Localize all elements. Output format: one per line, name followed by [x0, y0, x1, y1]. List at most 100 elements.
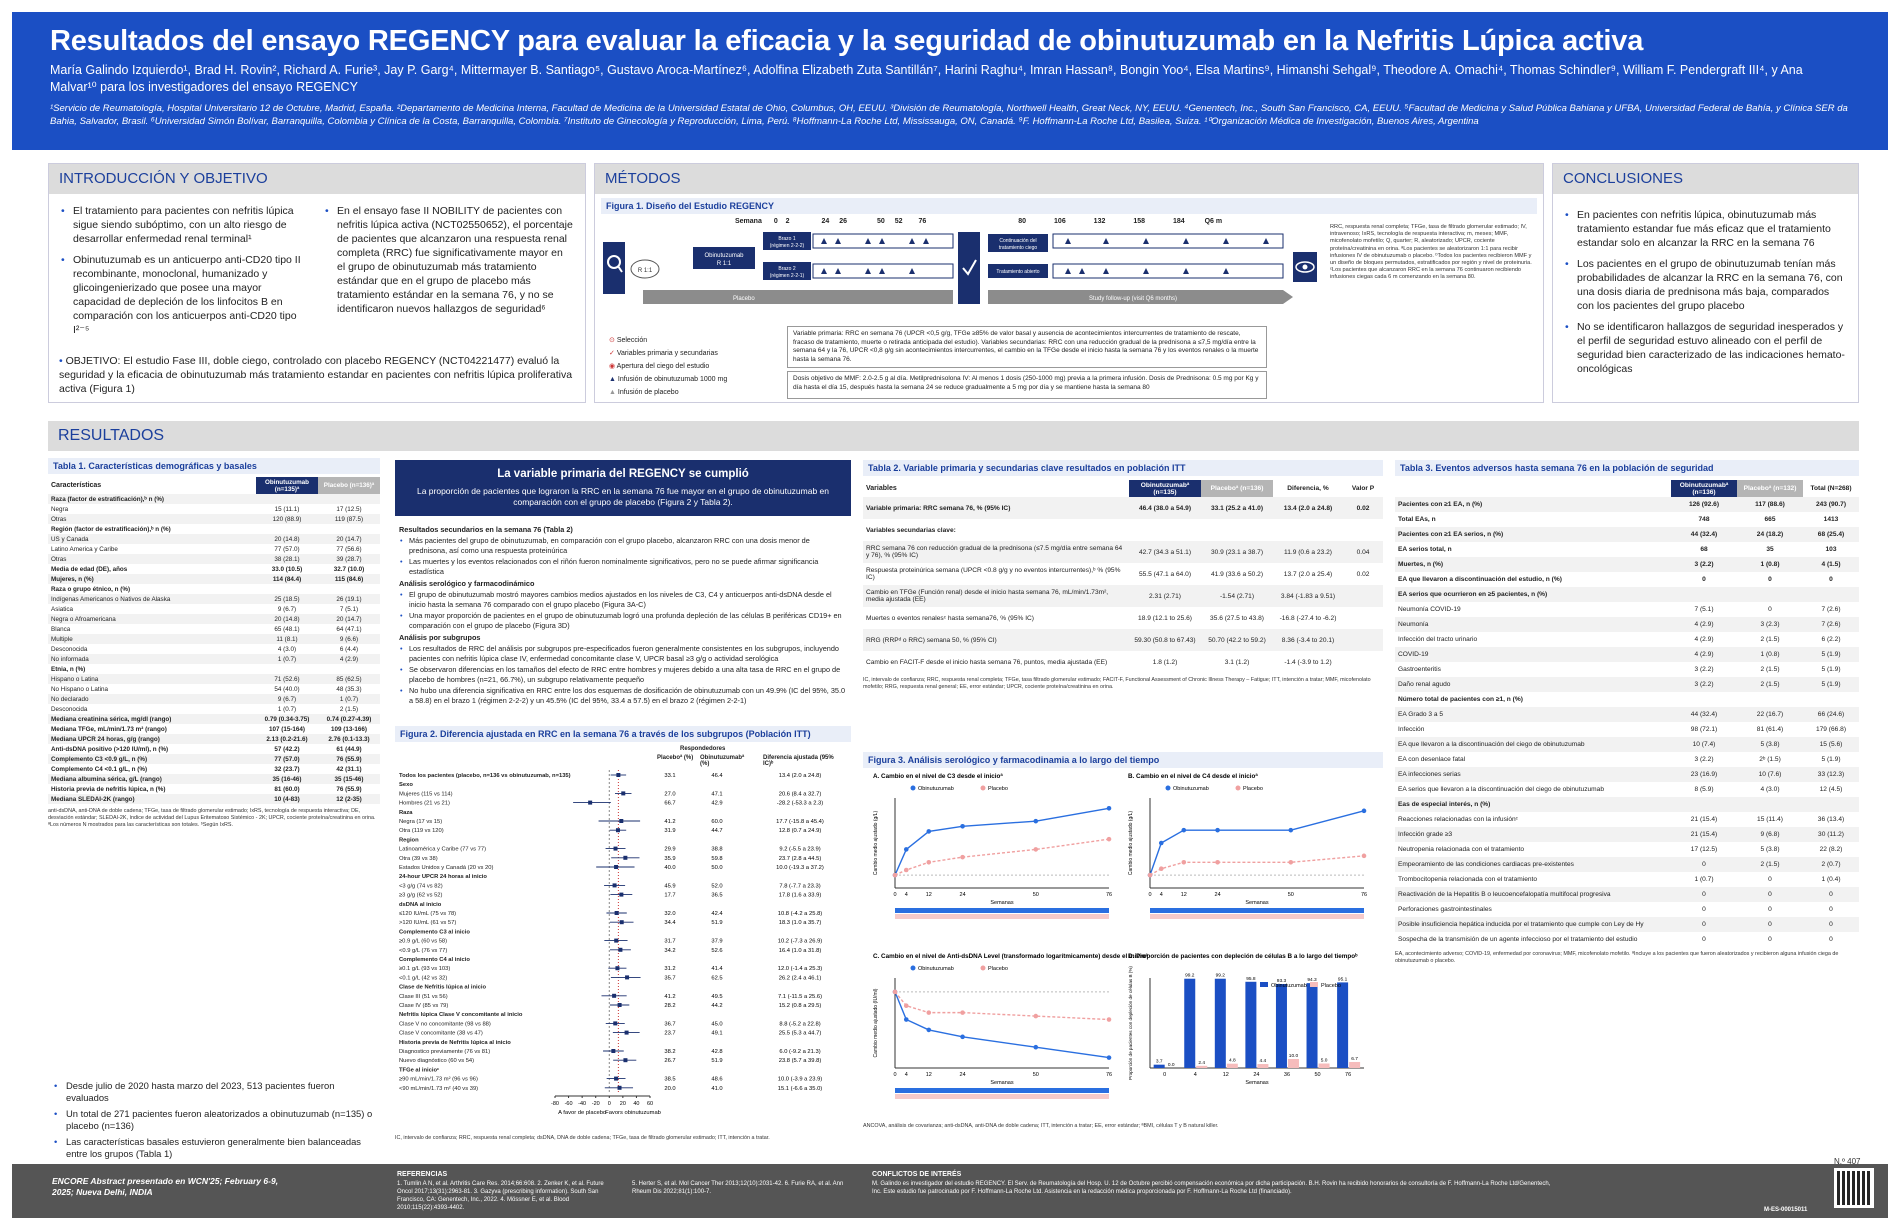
favors-obi: Favors obinutuzumab: [605, 1110, 661, 1116]
table-row: No Hispano o Latina 54 (40.0) 48 (35.3): [48, 684, 380, 694]
cell-a: 7 (5.1): [1694, 606, 1714, 613]
cell-l: COVID-19: [1395, 647, 1671, 662]
forest-point: [624, 1030, 629, 1035]
cell-t: 30 (11.2): [1803, 827, 1859, 842]
forest-label: <0.1 g/L (42 vs 32): [399, 975, 447, 981]
cell-a: 17 (12.5): [1690, 846, 1718, 853]
table-row: Desconocida 1 (0.7) 2 (1.5): [48, 704, 380, 714]
table-row: Negra 15 (11.1) 17 (12.5): [48, 504, 380, 514]
cell-l: Infección del tracto urinario: [1398, 636, 1478, 643]
chart-d-pla-bar: [1257, 1064, 1269, 1068]
row-label: Blanca: [51, 625, 71, 633]
table-row: Mediana creatinina sérica, mg/dl (rango)…: [48, 714, 380, 724]
pla-value: 2.76 (0.1-13.3): [318, 734, 380, 744]
forest-label: Negra (17 vs 15): [399, 819, 442, 825]
forest-diff: 10.8 (-4.2 a 25.8): [778, 911, 823, 917]
cell-a: 3 (2.2): [1694, 666, 1714, 673]
table-row: No informada 1 (0.7) 4 (2.9): [48, 654, 380, 664]
legend-obi: Obinutuzumab: [918, 966, 954, 972]
cell-l: EA Grado 3 a 5: [1395, 707, 1671, 722]
chart-c-placebo-point: [903, 1003, 909, 1008]
intro-bullet: En el ensayo fase II NOBILITY de pacient…: [323, 204, 573, 316]
cell-b: 50.70 (42.2 to 59.2): [1201, 629, 1273, 651]
pla-value: [318, 664, 380, 674]
chart-b-obi-point: [1158, 840, 1164, 846]
chart-b-n-row-obi: [1150, 908, 1364, 913]
forest-label: Raza: [399, 810, 413, 816]
forest-placebo: 45.9: [664, 883, 675, 889]
obi-value: 2.13 (0.2-21.6): [256, 734, 318, 744]
chart-d-obi-label: 93.3: [1277, 978, 1287, 984]
cell-b: 2 (1.5): [1737, 677, 1803, 692]
bullet-dot: •: [400, 590, 403, 600]
legend-pla-dot: [980, 965, 986, 971]
cell-p: [1343, 651, 1383, 673]
conclusion-item: Los pacientes en el grupo de obinutuzuma…: [1563, 257, 1848, 313]
cell-t: 66 (24.6): [1803, 707, 1859, 722]
cell-l: Trombocitopenia relacionada con el trata…: [1398, 876, 1538, 883]
cell-b: [1737, 692, 1803, 707]
intro-objective: • OBJETIVO: El estudio Fase III, doble c…: [59, 355, 573, 395]
cell-a: [1671, 692, 1737, 707]
chart-b-placebo-point: [1181, 859, 1187, 865]
cell-l: Posible insuficiencia hepática inducida …: [1395, 917, 1671, 932]
chart-b-placebo-point: [1361, 853, 1367, 859]
forest-diff: 6.0 (-9.2 a 21.3): [779, 1049, 820, 1055]
cell-l: Empeoramiento de las condiciones cardiac…: [1395, 857, 1671, 872]
forest-label: ≥0.1 g/L (93 vs 103): [399, 966, 450, 972]
svg-text:tratamiento ciego: tratamiento ciego: [999, 245, 1038, 251]
pla-value: 7 (5.1): [339, 605, 359, 613]
legend-obi-dot: [1165, 785, 1171, 791]
chart-a-obi-point: [903, 847, 909, 852]
forest-label: Nuevo diagnóstico (60 vs 54): [399, 1058, 474, 1064]
obi-value: 9 (6.7): [277, 605, 297, 613]
table-row: Neumonía COVID-19 7 (5.1) 0 7 (2.6): [1395, 602, 1859, 617]
forest-label: ≤120 IU/mL (75 vs 78): [399, 911, 456, 917]
row-label: Latino America y Caribe: [51, 545, 118, 553]
table-row: US y Canada 20 (14.8) 20 (14.7): [48, 534, 380, 544]
table-row: Neumonía 4 (2.9) 3 (2.3) 7 (2.6): [1395, 617, 1859, 632]
cell-a: 3 (2.2): [1671, 557, 1737, 572]
cell-l: EA serios total, n: [1398, 546, 1452, 553]
table-row: Historia previa de nefritis lúpica, n (%…: [48, 784, 380, 794]
forest-label: dsDNA al inicio: [399, 902, 442, 908]
chart-d-pla-bar: [1318, 1063, 1330, 1068]
chart-d-pla-label: 4.4: [1260, 1058, 1267, 1064]
table-row: RRG (RRPᵈ o RRC) semana 50, % (95% CI) 59…: [863, 629, 1383, 651]
table-row: Empeoramiento de las condiciones cardiac…: [1395, 857, 1859, 872]
forest-point: [614, 865, 619, 869]
chart-a-placebo-point: [1033, 847, 1039, 852]
cell-b: 2 (1.5): [1760, 636, 1780, 643]
cell-b: 5 (3.8): [1760, 846, 1780, 853]
table-row: Posible insuficiencia hepática inducida …: [1395, 917, 1859, 932]
row-label: Raza (factor de estratificación),ᵇ n (%): [48, 494, 256, 504]
row-label: Mediana creatinina sérica, mg/dl (rango): [48, 714, 256, 724]
pla-value: 64 (47.1): [336, 625, 362, 633]
table-row: Etnia, n (%): [48, 664, 380, 674]
table3-footnote: EA, acontecimiento adverso; COVID-19, en…: [1395, 951, 1839, 964]
forest-obi: 51.9: [711, 920, 722, 926]
objective-text: OBJETIVO: El estudio Fase III, doble cie…: [59, 355, 573, 395]
forest-placebo: 38.2: [664, 1049, 675, 1055]
cell-t: [1803, 692, 1859, 707]
row-label: Indígenas Americanos o Nativos de Alaska: [48, 594, 256, 604]
cell-t: 6 (2.2): [1821, 636, 1841, 643]
chart-c-placebo-point: [926, 1010, 932, 1015]
forest-diff: 25.5 (5.3 a 44.7): [779, 1031, 822, 1037]
forest-label: Otra (39 vs 38): [399, 856, 438, 862]
pla-value: 0.74 (0.27-4.39): [318, 714, 380, 724]
cell-b: 81 (61.4): [1756, 726, 1784, 733]
cell-a: 1.8 (1.2): [1152, 658, 1178, 666]
cell-a: 0: [1702, 936, 1706, 943]
table-row: Hispano o Latina 71 (52.6) 85 (62.5): [48, 674, 380, 684]
cell-l: Reacciones relacionadas con la infusiónᶜ: [1398, 816, 1518, 823]
table-row: Infección del tracto urinario 4 (2.9) 2 (1…: [1395, 632, 1859, 647]
obi-value: 15 (11.1): [274, 505, 300, 513]
chart-c-xtick: 50: [1033, 1072, 1039, 1078]
cell-t: 68 (25.4): [1803, 527, 1859, 542]
forest-placebo: 17.7: [664, 893, 675, 899]
forest-diff: 20.6 (8.4 a 32.7): [779, 791, 822, 797]
table-row: Mediana UPCR 24 horas, g/g (rango) 2.13 (…: [48, 734, 380, 744]
pla-value: 48 (35.3): [336, 685, 362, 693]
intro-bullet: El tratamiento para pacientes con nefrit…: [59, 204, 309, 246]
